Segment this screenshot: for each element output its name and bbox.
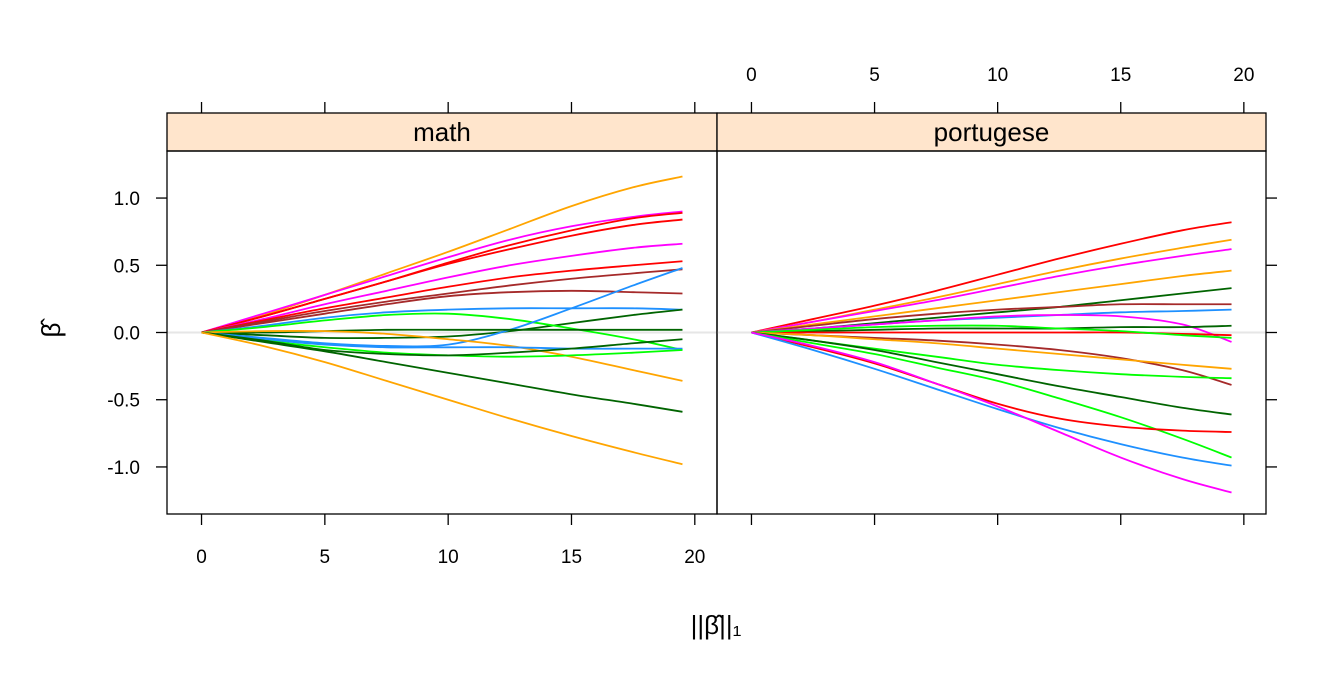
series-line-portugese-12 [751, 331, 1232, 370]
x-tick-label-top: 5 [869, 65, 880, 86]
panel-portugese: portugese [716, 112, 1267, 515]
series-line-math-0 [201, 175, 683, 334]
x-tick-label-top: 15 [1110, 65, 1131, 86]
series-line-portugese-0 [751, 221, 1232, 334]
strip-portugese [716, 112, 1267, 152]
series-line-math-12 [201, 328, 683, 334]
x-tick-label-bottom: 20 [684, 547, 705, 568]
series-line-math-16 [201, 331, 683, 357]
x-tick-label-bottom: 5 [320, 547, 331, 568]
y-tick-label: 0.0 [114, 324, 140, 345]
x-axis-title: ||β̂||₁ [691, 610, 742, 640]
series-line-portugese-2 [751, 248, 1232, 334]
series-line-math-5 [201, 260, 683, 334]
series-line-math-13 [201, 330, 683, 382]
y-tick-label: 1.0 [114, 189, 140, 210]
x-tick-label-top: 0 [746, 65, 757, 86]
y-tick-label: -0.5 [107, 391, 140, 412]
series-line-portugese-8 [751, 324, 1232, 334]
x-tick-label-bottom: 15 [561, 547, 582, 568]
axes-layer: 0 5 10 15 20 0 5 10 15 20 1.0 0.5 0.0 -0.5 -1.0 [107, 65, 1277, 568]
series-line-portugese-3 [751, 269, 1232, 334]
x-tick-label-bottom: 10 [438, 547, 459, 568]
series-line-portugese-10 [751, 324, 1232, 339]
series-line-math-8 [201, 307, 683, 334]
y-axis-title: β̂ [36, 318, 66, 338]
series-line-portugese-18 [751, 331, 1232, 494]
series-line-portugese-17 [751, 331, 1232, 467]
series-line-portugese-7 [751, 314, 1232, 343]
strip-math [166, 112, 718, 152]
panels-layer: math portugese [166, 112, 1267, 515]
series-line-math-18 [201, 331, 683, 466]
series-line-math-1 [201, 210, 683, 334]
x-tick-label-top: 20 [1233, 65, 1254, 86]
series-line-math-4 [201, 242, 683, 334]
series-line-math-3 [201, 218, 683, 334]
y-tick-label: 0.5 [114, 256, 140, 277]
series-line-portugese-14 [751, 331, 1232, 416]
series-line-math-14 [201, 331, 683, 350]
series-line-portugese-5 [751, 303, 1232, 334]
series-line-math-2 [201, 211, 683, 334]
series-line-math-6 [201, 268, 683, 334]
series-line-math-17 [201, 331, 683, 413]
strip-label-portugese: portugese [934, 117, 1050, 147]
series-line-math-11 [201, 267, 683, 348]
x-tick-label-top: 10 [987, 65, 1008, 86]
series-line-portugese-13 [751, 331, 1232, 380]
series-line-portugese-11 [751, 331, 1232, 386]
series-line-portugese-16 [751, 331, 1232, 433]
y-tick-label: -1.0 [107, 458, 140, 479]
x-tick-label-bottom: 0 [196, 547, 207, 568]
strip-label-math: math [413, 117, 471, 147]
series-line-math-10 [201, 312, 683, 351]
series-line-math-9 [201, 308, 683, 340]
series-line-portugese-15 [751, 331, 1232, 459]
panel-math: math [166, 112, 718, 515]
